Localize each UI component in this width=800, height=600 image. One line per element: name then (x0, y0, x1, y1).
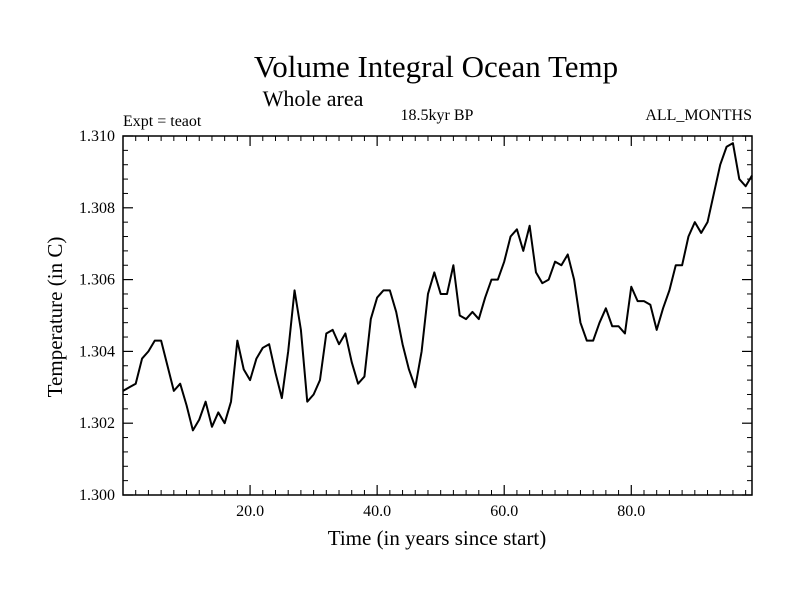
y-tick-label: 1.310 (79, 128, 115, 145)
y-tick-label: 1.308 (79, 200, 115, 217)
plot-frame (122, 135, 753, 496)
chart-subtitle: Whole area (263, 86, 364, 111)
experiment-label: Expt = teaot (123, 113, 202, 130)
x-axis-label: Time (in years since start) (328, 526, 547, 550)
x-tick-label: 20.0 (236, 503, 264, 520)
x-tick-label: 60.0 (490, 503, 518, 520)
chart-title: Volume Integral Ocean Temp (254, 49, 618, 84)
x-tick-label: 80.0 (617, 503, 645, 520)
months-label: ALL_MONTHS (645, 107, 752, 124)
y-tick-label: 1.304 (79, 343, 115, 360)
y-tick-label: 1.300 (79, 487, 115, 504)
series-line (122, 142, 753, 432)
y-tick-label: 1.306 (79, 272, 115, 289)
x-tick-label: 40.0 (363, 503, 391, 520)
y-axis-label: Temperature (in C) (43, 237, 67, 398)
y-tick-label: 1.302 (79, 415, 115, 432)
period-label: 18.5kyr BP (401, 107, 474, 124)
